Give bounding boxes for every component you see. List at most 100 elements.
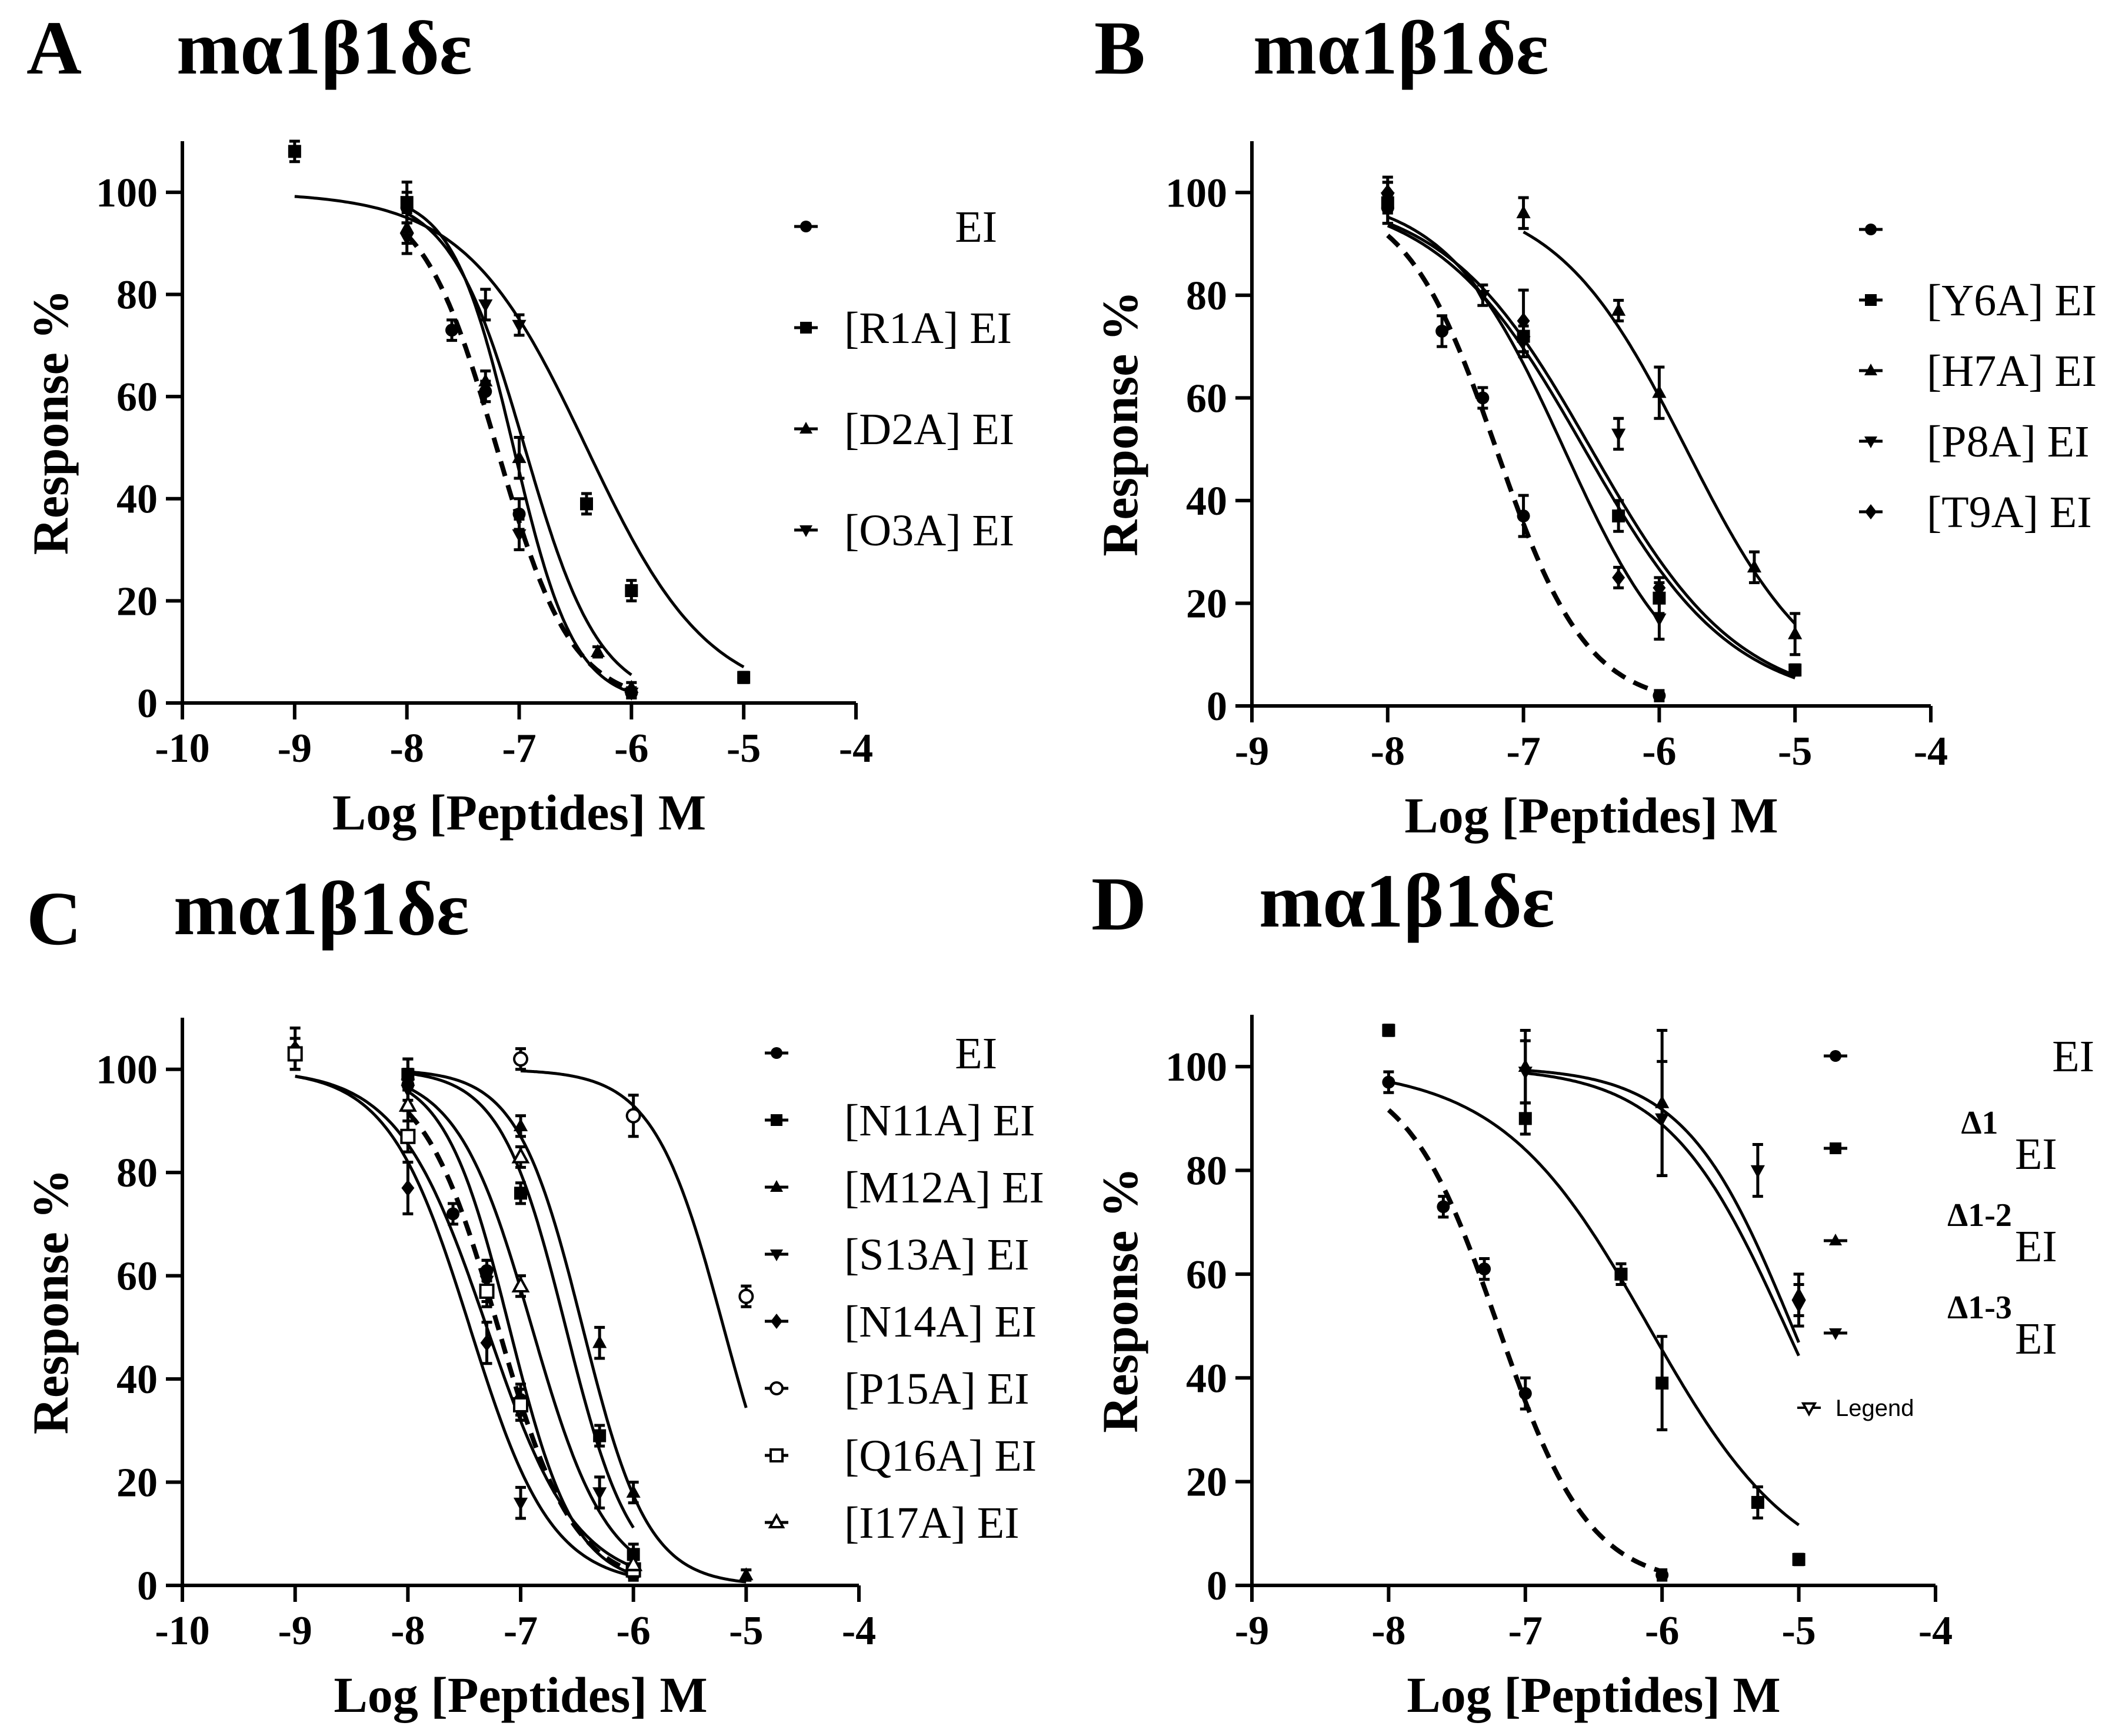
chart-c-y-tick-label: 0 — [137, 1564, 158, 1609]
chart-b-x-tick-label: -9 — [1235, 729, 1269, 774]
chart-c-y-tick-label: 20 — [116, 1461, 158, 1506]
chart-b-y-tick-label: 20 — [1186, 581, 1227, 627]
chart-d-data-point — [1518, 1112, 1532, 1125]
chart-b-x-tick-label: -8 — [1371, 729, 1405, 774]
chart-d-y-tick-label: 20 — [1186, 1460, 1227, 1505]
chart-d-legend-label: EI — [2015, 1222, 2057, 1271]
chart-b-y-tick-label: 40 — [1186, 479, 1227, 524]
chart-b-legend-marker — [1865, 294, 1877, 306]
chart-c-x-axis-label: Log [Peptides] M — [334, 1667, 707, 1723]
chart-d-data-point — [1437, 1200, 1450, 1214]
panel-b-title: mα1β1δε — [1253, 6, 1548, 91]
chart-d-data-point — [1792, 1552, 1805, 1566]
chart-c-data-point — [513, 1497, 528, 1511]
chart-b-x-tick-label: -7 — [1506, 729, 1540, 774]
chart-c-x-tick-label: -5 — [729, 1608, 763, 1654]
chart-b-legend-marker — [1864, 437, 1877, 448]
chart-a-legend-marker — [800, 422, 812, 434]
panel-c-letter: C — [26, 877, 82, 961]
chart-a-x-tick-label: -8 — [390, 726, 424, 771]
chart-d-x-axis-label: Log [Peptides] M — [1407, 1667, 1780, 1723]
chart-b-y-tick-label: 80 — [1186, 274, 1227, 319]
chart-d-x-tick-label: -5 — [1781, 1608, 1815, 1654]
chart-a-data-point — [445, 324, 458, 337]
chart-c-x-tick-label: -7 — [504, 1608, 538, 1654]
chart-c-data-point — [287, 1046, 303, 1062]
chart-c-data-point — [625, 1108, 641, 1124]
chart-c-legend-marker — [771, 1047, 782, 1059]
chart-c-legend-label: [P15A] EI — [844, 1364, 1030, 1414]
chart-a-data-point — [399, 233, 414, 246]
chart-b-data-point — [1476, 391, 1490, 405]
chart-b-x-tick-label: -5 — [1778, 729, 1812, 774]
chart-b-legend-marker — [1865, 504, 1877, 519]
chart-b-data-point — [1517, 312, 1530, 329]
chart-b-x-axis-label: Log [Peptides] M — [1404, 787, 1778, 844]
chart-a-x-tick-label: -5 — [727, 726, 761, 771]
chart-c-data-point — [513, 1051, 528, 1067]
chart-b-fit-curve — [1387, 215, 1661, 622]
chart-b-data-point — [1435, 324, 1449, 338]
chart-d-y-tick-label: 80 — [1186, 1149, 1227, 1194]
chart-a-x-tick-label: -6 — [614, 726, 648, 771]
chart-a-data-point — [512, 319, 527, 333]
chart-d-legend-marker — [1830, 1050, 1841, 1062]
chart-c-fit-curve — [407, 1090, 634, 1576]
chart-d-legend-marker — [1829, 1328, 1842, 1340]
chart-b-legend-label: [H7A] EI — [1927, 346, 2097, 396]
chart-a-data-point — [478, 299, 493, 313]
chart-c-data-point — [624, 1554, 643, 1571]
chart-d-x-tick-label: -7 — [1508, 1608, 1543, 1654]
chart-d-data-point — [1655, 1568, 1669, 1582]
chart-c-fit-curve — [295, 1075, 634, 1578]
chart-d-fit-curve — [1388, 1080, 1800, 1527]
chart-d-data-point — [1478, 1262, 1491, 1276]
chart-d-data-point — [1382, 1024, 1395, 1037]
chart-c-legend-label: [N11A] EI — [844, 1096, 1035, 1145]
chart-b-data-point — [1611, 302, 1626, 316]
chart-c-fit-curve — [408, 1070, 747, 1584]
chart-b-data-point — [1612, 569, 1625, 587]
panel-c-title: mα1β1δε — [174, 867, 469, 951]
chart-d-data-point — [1751, 1495, 1764, 1509]
chart-b-legend-label: [Y6A] EI — [1927, 276, 2097, 325]
chart-c: -10 -9 -8 -7 -6 -5 -4 0 20 40 60 80 100 Log [Peptides… — [22, 1018, 1044, 1723]
chart-d-legend-label: EI — [2052, 1032, 2094, 1081]
chart-b-data-point — [1652, 385, 1667, 398]
chart-d-data-point — [1518, 1067, 1533, 1080]
chart-a-fit-curve — [406, 212, 632, 677]
chart-d: -9 -8 -7 -6 -5 -4 0 20 40 60 80 100 Log [Peptides] M… — [1092, 1015, 2094, 1723]
chart-c-legend-marker — [769, 1448, 784, 1462]
chart-c-x-tick-label: -9 — [278, 1608, 312, 1654]
chart-b-data-point — [1381, 184, 1394, 201]
chart-b-legend-label: [T9A] EI — [1927, 488, 2092, 537]
panel-a-title: mα1β1δε — [176, 6, 472, 91]
chart-d-x-tick-label: -4 — [1918, 1608, 1953, 1654]
chart-d-legend-extra-marker — [1801, 1402, 1817, 1417]
chart-d-data-point — [1655, 1377, 1669, 1390]
chart-a-x-tick-label: -4 — [839, 726, 873, 771]
chart-b-data-point — [1653, 579, 1666, 597]
chart-c-data-point — [593, 1429, 607, 1442]
chart-b-data-point — [1788, 626, 1803, 639]
chart-c-data-point — [626, 1484, 641, 1498]
chart-b-y-tick-label: 60 — [1186, 376, 1227, 421]
chart-a-legend-label: EI — [955, 202, 997, 252]
chart-c-legend-label: [M12A] EI — [844, 1163, 1044, 1212]
chart-c-x-tick-label: -4 — [842, 1608, 876, 1654]
chart-a-data-point — [512, 529, 527, 542]
chart-b-legend-label: [P8A] EI — [1927, 417, 2090, 467]
chart-c-x-tick-label: -8 — [391, 1608, 425, 1654]
chart-c-data-point — [447, 1207, 459, 1221]
chart-b-data-point — [1747, 559, 1762, 573]
chart-b-x-tick-label: -6 — [1642, 729, 1676, 774]
chart-a-data-point — [590, 644, 605, 657]
chart-a-y-axis-label: Response % — [22, 289, 79, 555]
chart-d-legend-extra-label: Legend — [1835, 1395, 1914, 1421]
chart-b-y-axis-label: Response % — [1092, 291, 1148, 557]
chart-b-data-point — [1788, 663, 1802, 677]
chart-d-data-point — [1614, 1267, 1628, 1281]
chart-c-x-tick-label: -6 — [617, 1608, 651, 1654]
chart-d-data-point — [1750, 1165, 1765, 1178]
